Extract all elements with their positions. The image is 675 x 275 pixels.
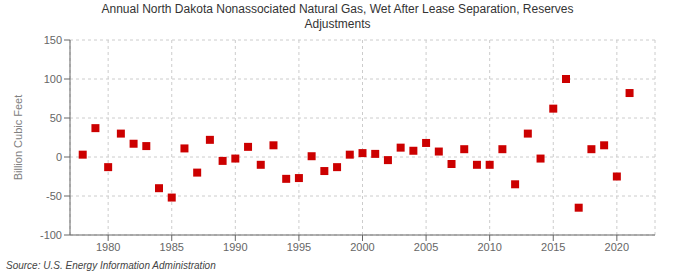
svg-text:150: 150 <box>44 34 62 46</box>
svg-text:2015: 2015 <box>541 241 565 253</box>
svg-text:1980: 1980 <box>96 241 120 253</box>
svg-text:50: 50 <box>50 112 62 124</box>
svg-text:0: 0 <box>56 151 62 163</box>
svg-text:2000: 2000 <box>350 241 374 253</box>
svg-text:Billion Cubic Feet: Billion Cubic Feet <box>12 95 24 181</box>
svg-text:1990: 1990 <box>223 241 247 253</box>
svg-text:1995: 1995 <box>287 241 311 253</box>
svg-text:2020: 2020 <box>605 241 629 253</box>
svg-text:100: 100 <box>44 73 62 85</box>
html-text:Source: U.S. Energy Informatio: Source: U.S. Energy Information Administ… <box>6 260 216 271</box>
svg-text:2010: 2010 <box>477 241 501 253</box>
html-text:Annual North Dakota Nonassocia: Annual North Dakota Nonassociated Natura… <box>101 2 574 16</box>
svg-text:-100: -100 <box>40 229 62 241</box>
html-text:Adjustments: Adjustments <box>304 17 371 31</box>
svg-text:1985: 1985 <box>159 241 183 253</box>
svg-text:2005: 2005 <box>414 241 438 253</box>
svg-text:-50: -50 <box>46 190 62 202</box>
